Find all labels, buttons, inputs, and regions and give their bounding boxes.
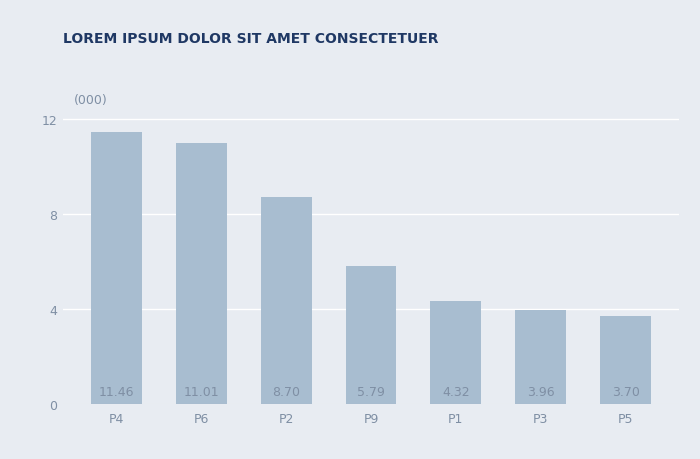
Text: 3.70: 3.70 [612,385,640,398]
Text: 11.46: 11.46 [99,385,134,398]
Bar [600,316,651,404]
Text: 11.01: 11.01 [183,385,219,398]
Text: (000): (000) [74,94,108,107]
Text: 4.32: 4.32 [442,385,470,398]
Text: 5.79: 5.79 [357,385,385,398]
Bar [346,267,396,404]
Text: 3.96: 3.96 [527,385,554,398]
Text: 8.70: 8.70 [272,385,300,398]
Bar [91,133,142,404]
Bar [430,302,482,404]
Text: LOREM IPSUM DOLOR SIT AMET CONSECTETUER: LOREM IPSUM DOLOR SIT AMET CONSECTETUER [63,32,438,46]
Bar [515,310,566,404]
Bar [176,143,227,404]
Bar [260,198,312,404]
